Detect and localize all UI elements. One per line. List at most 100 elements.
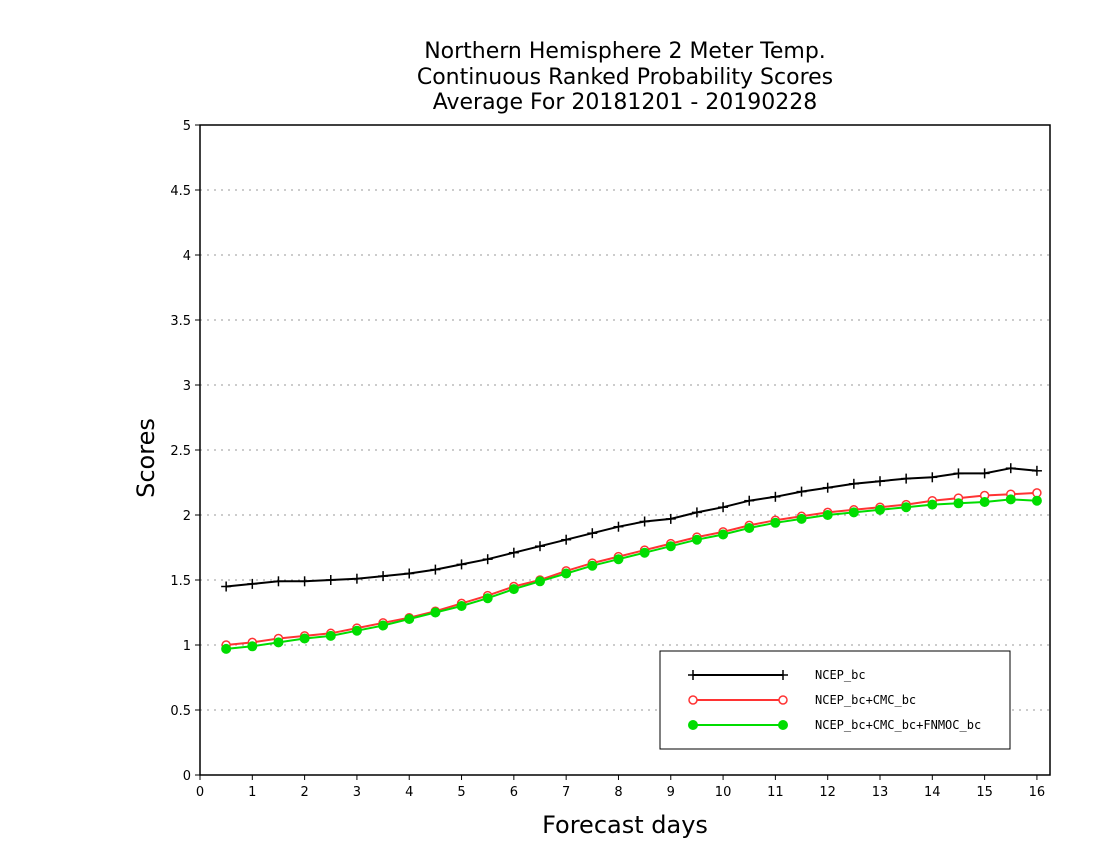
data-point xyxy=(1031,495,1042,506)
data-point xyxy=(1005,463,1016,474)
data-point xyxy=(927,499,938,510)
x-tick-label: 2 xyxy=(300,785,308,800)
x-tick-label: 7 xyxy=(562,785,570,800)
x-axis-title: Forecast days xyxy=(542,811,708,839)
data-point xyxy=(718,529,729,540)
data-point xyxy=(508,584,519,595)
data-point xyxy=(979,468,990,479)
data-point xyxy=(535,541,545,552)
data-point xyxy=(901,502,912,513)
chart-title: Northern Hemisphere 2 Meter Temp. Contin… xyxy=(417,39,833,115)
legend-marker xyxy=(778,720,788,730)
y-tick-label: 3.5 xyxy=(170,314,191,329)
y-axis: 0 0.5 1 1.5 2 2.5 3 3.5 4 4.5 5 xyxy=(170,119,200,784)
series-line xyxy=(226,467,1037,588)
data-point xyxy=(1032,488,1042,498)
chart-title-line-1: Northern Hemisphere 2 Meter Temp. xyxy=(424,39,826,64)
series-1 xyxy=(221,463,1042,592)
data-point xyxy=(247,578,258,589)
legend-entry: NCEP_bc xyxy=(688,668,866,682)
data-point xyxy=(665,513,676,524)
data-point xyxy=(979,497,990,507)
x-tick-label: 0 xyxy=(196,785,204,800)
x-tick-label: 14 xyxy=(924,785,941,800)
data-point xyxy=(482,593,493,604)
y-tick-label: 5 xyxy=(183,119,191,134)
x-tick-label: 15 xyxy=(976,785,993,800)
x-tick-label: 1 xyxy=(248,785,256,800)
data-point xyxy=(875,476,885,487)
x-tick-label: 11 xyxy=(767,785,784,800)
legend-label: NCEP_bc+CMC_bc+FNMOC_bc xyxy=(815,718,981,732)
x-tick-label: 12 xyxy=(819,785,836,800)
x-tick-label: 4 xyxy=(405,785,413,800)
legend-marker xyxy=(778,670,788,680)
legend-marker xyxy=(688,670,698,680)
data-point xyxy=(822,510,833,520)
legend-entry: NCEP_bc+CMC_bc xyxy=(688,693,916,707)
data-point xyxy=(325,575,336,585)
y-tick-label: 4.5 xyxy=(170,184,191,199)
data-point xyxy=(927,472,938,483)
x-tick-label: 5 xyxy=(457,785,465,800)
data-point xyxy=(953,498,964,509)
data-point xyxy=(691,534,702,545)
data-point xyxy=(378,571,389,582)
x-tick-label: 13 xyxy=(872,785,889,800)
legend-label: NCEP_bc xyxy=(815,668,866,682)
data-point xyxy=(221,581,232,592)
y-tick-label: 3 xyxy=(183,379,191,394)
data-point xyxy=(221,643,232,654)
data-point xyxy=(508,547,519,558)
data-point xyxy=(482,554,493,565)
data-point xyxy=(822,482,833,493)
series-3 xyxy=(221,494,1042,654)
legend: NCEP_bc NCEP_bc+CMC_bc NCEP_bc+CMC_bc+FNMO… xyxy=(659,650,1011,750)
x-tick-label: 10 xyxy=(715,785,732,800)
data-point xyxy=(770,517,781,528)
data-point xyxy=(744,523,755,533)
data-point xyxy=(456,601,467,611)
data-point xyxy=(691,507,702,518)
data-point xyxy=(351,573,362,584)
data-point xyxy=(901,473,912,484)
data-point xyxy=(587,528,598,539)
legend-marker xyxy=(778,695,788,705)
data-point xyxy=(535,576,545,587)
data-point xyxy=(561,568,572,579)
chart-title-line-3: Average For 20181201 - 20190228 xyxy=(433,90,818,115)
data-point xyxy=(273,576,284,587)
data-point xyxy=(299,633,310,644)
y-tick-label: 0.5 xyxy=(170,704,191,719)
y-tick-label: 2.5 xyxy=(170,444,191,459)
data-point xyxy=(613,554,624,565)
data-point xyxy=(665,541,676,552)
data-point xyxy=(848,478,859,489)
data-point xyxy=(456,559,467,570)
x-axis: 0 1 2 3 4 5 6 7 8 9 10 11 12 13 14 15 16 xyxy=(196,775,1045,800)
y-tick-label: 1 xyxy=(183,639,191,654)
y-tick-label: 2 xyxy=(183,509,191,524)
series-2 xyxy=(221,488,1042,650)
chart-title-line-2: Continuous Ranked Probability Scores xyxy=(417,65,833,90)
series-group xyxy=(221,463,1042,654)
data-point xyxy=(247,641,258,652)
data-point xyxy=(273,637,284,648)
data-point xyxy=(404,614,415,624)
data-point xyxy=(299,576,310,587)
data-point xyxy=(430,607,441,618)
y-axis-title: Scores xyxy=(132,418,160,498)
series-line xyxy=(226,498,1037,650)
data-point xyxy=(1005,494,1016,505)
data-point xyxy=(1031,465,1042,476)
data-point xyxy=(351,625,362,636)
legend-marker xyxy=(688,695,698,705)
gridlines xyxy=(200,189,1050,711)
y-tick-label: 0 xyxy=(183,769,191,784)
x-tick-label: 16 xyxy=(1029,785,1046,800)
data-point xyxy=(796,486,807,497)
x-tick-label: 8 xyxy=(614,785,622,800)
legend-marker xyxy=(688,720,698,730)
data-point xyxy=(587,560,598,571)
data-point xyxy=(561,534,572,545)
